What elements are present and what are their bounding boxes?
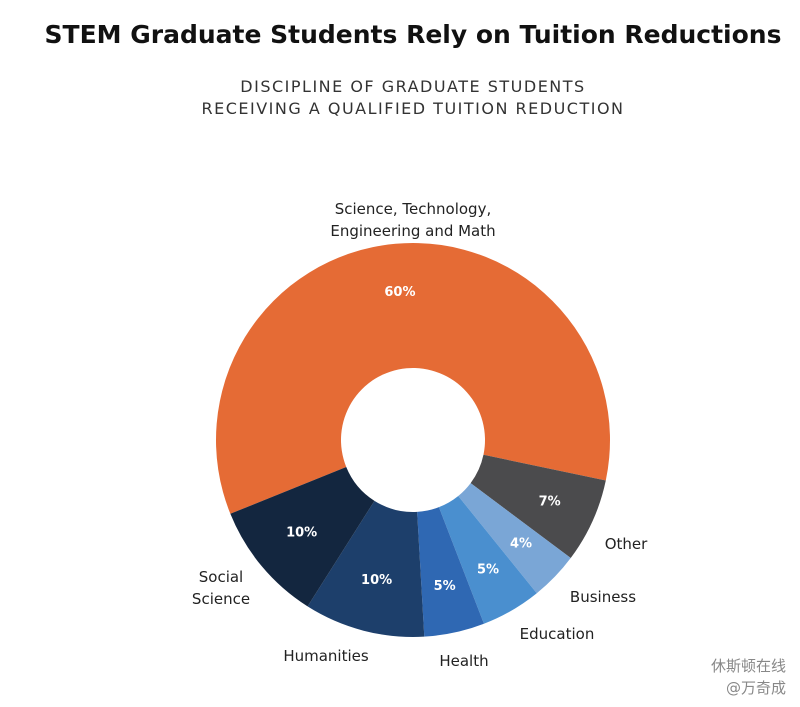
donut-slice — [215, 242, 610, 514]
category-label: Humanities — [283, 647, 369, 665]
watermark-line: @万奇成 — [725, 679, 786, 697]
donut-slice — [230, 466, 375, 607]
donut-slice — [307, 500, 425, 637]
chart-subtitle: DISCIPLINE OF GRADUATE STUDENTS RECEIVIN… — [201, 77, 625, 118]
category-label: Health — [439, 652, 489, 670]
value-label: 10% — [286, 525, 317, 540]
watermark: 休斯顿在线 @万奇成 — [711, 655, 786, 699]
category-label: Science, Technology, Engineering and Mat… — [330, 200, 496, 240]
chart-title: STEM Graduate Students Rely on Tuition R… — [44, 20, 782, 49]
category-label: Education — [519, 625, 595, 643]
category-label: Social Science — [191, 568, 251, 608]
value-label: 5% — [434, 579, 456, 594]
donut-slice — [470, 454, 606, 559]
category-label: Other — [604, 535, 648, 553]
value-label: 10% — [361, 573, 392, 588]
value-label: 60% — [384, 285, 415, 300]
value-label: 4% — [510, 537, 532, 552]
donut-slice — [417, 507, 484, 637]
value-label: 5% — [477, 562, 499, 577]
donut-slice — [438, 496, 537, 624]
watermark-line: 休斯顿在线 — [710, 657, 786, 675]
category-label: Business — [569, 588, 637, 606]
value-label: 7% — [539, 494, 561, 509]
donut-slice — [458, 483, 571, 594]
